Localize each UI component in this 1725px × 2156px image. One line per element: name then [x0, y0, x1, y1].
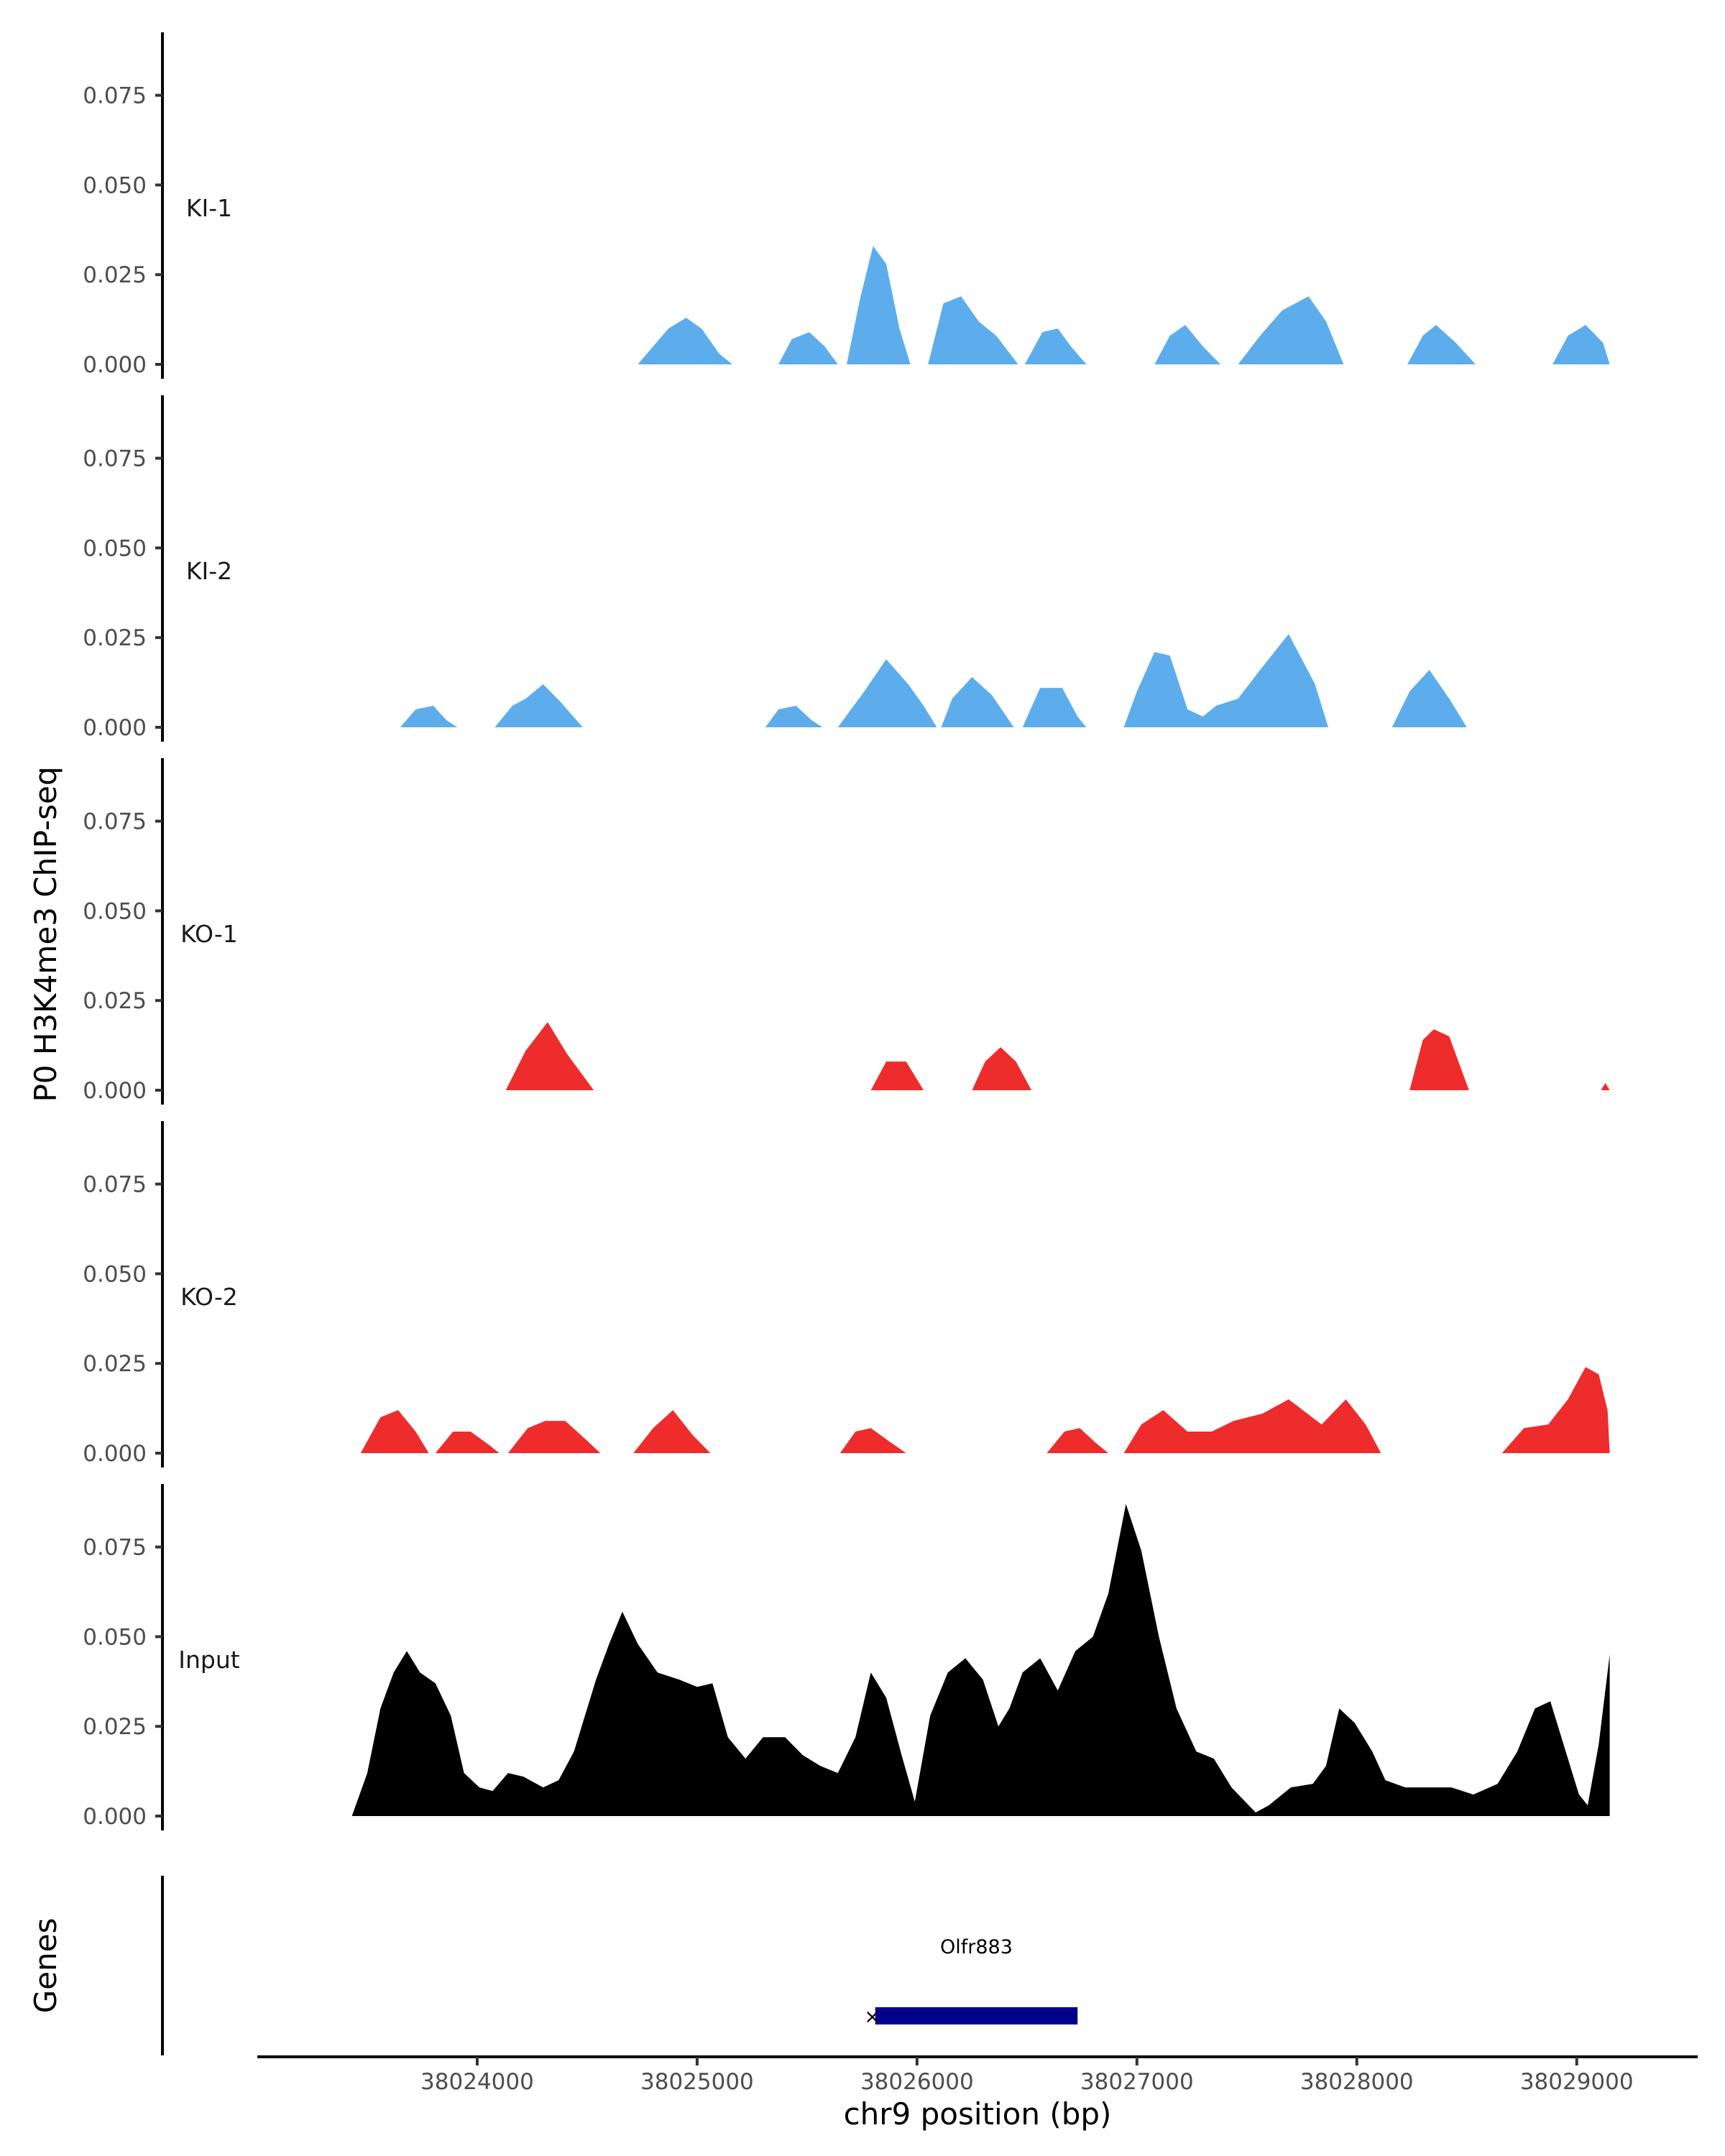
y-tick-label: 0.075 — [83, 446, 147, 472]
track-label: KO-2 — [180, 1283, 238, 1311]
x-tick-label: 38029000 — [1520, 2069, 1634, 2095]
gene-label: Olfr883 — [940, 1936, 1013, 1958]
series-area-ko-2 — [360, 1367, 1610, 1453]
genes-axis-title: Genes — [28, 1918, 63, 2014]
y-tick-label: 0.000 — [83, 352, 147, 378]
x-axis: 38024000 38025000 38026000 38027000 38028000… — [257, 2055, 1698, 2095]
y-tick-label: 0.000 — [83, 1804, 147, 1830]
y-tick-label: 0.050 — [83, 535, 147, 561]
track-panels: 0.0000.0250.0500.075KI-10.0000.0250.0500… — [83, 32, 1610, 1830]
series-area-ki-1 — [638, 246, 1610, 364]
track-input: 0.000 0.025 0.050 0.075 Input — [83, 1484, 1610, 1830]
series-area-ki-2 — [400, 634, 1467, 727]
y-tick-label: 0.025 — [83, 988, 147, 1014]
y-tick-label: 0.075 — [83, 809, 147, 835]
track-label: KI-1 — [186, 194, 232, 222]
y-tick-label: 0.000 — [83, 1441, 147, 1467]
y-tick-label: 0.025 — [83, 1714, 147, 1740]
x-tick-label: 38025000 — [640, 2069, 754, 2095]
y-tick-label: 0.000 — [83, 1078, 147, 1104]
x-tick-label: 38024000 — [420, 2069, 534, 2095]
gene-bar — [875, 2007, 1078, 2024]
x-axis-title: chr9 position (bp) — [844, 2096, 1112, 2132]
track-label: KI-2 — [186, 557, 232, 585]
track-ki-2: 0.000 0.025 0.050 0.075 KI-2 — [83, 395, 1467, 742]
y-tick-label: 0.000 — [83, 715, 147, 741]
y-tick-label: 0.050 — [83, 1261, 147, 1287]
y-tick-label: 0.075 — [83, 83, 147, 109]
track-label: KO-1 — [180, 920, 238, 948]
x-tick-label: 38028000 — [1300, 2069, 1414, 2095]
y-tick-label: 0.025 — [83, 262, 147, 288]
x-tick-label: 38027000 — [1080, 2069, 1194, 2095]
series-area-input — [351, 1503, 1610, 1816]
y-tick-label: 0.075 — [83, 1535, 147, 1561]
genes-panel: Olfr883 × Genes — [28, 1876, 1078, 2055]
track-label: Input — [178, 1646, 240, 1674]
x-tick-label: 38026000 — [860, 2069, 974, 2095]
track-ko-2: 0.000 0.025 0.050 0.075 KO-2 — [83, 1121, 1610, 1468]
y-tick-label: 0.050 — [83, 1624, 147, 1650]
track-ko-1: 0.000 0.025 0.050 0.075 KO-1 — [83, 758, 1610, 1105]
y-tick-label: 0.075 — [83, 1172, 147, 1198]
gene-strand-mark: × — [864, 2006, 880, 2028]
y-tick-label: 0.025 — [83, 625, 147, 651]
track-ki-1: 0.000 0.025 0.050 0.075 KI-1 — [83, 32, 1610, 379]
series-area-ko-1 — [505, 1022, 1610, 1090]
y-tick-label: 0.050 — [83, 898, 147, 924]
y-axis-title: P0 H3K4me3 ChIP-seq — [28, 766, 63, 1102]
y-tick-label: 0.025 — [83, 1351, 147, 1377]
y-tick-label: 0.050 — [83, 172, 147, 198]
